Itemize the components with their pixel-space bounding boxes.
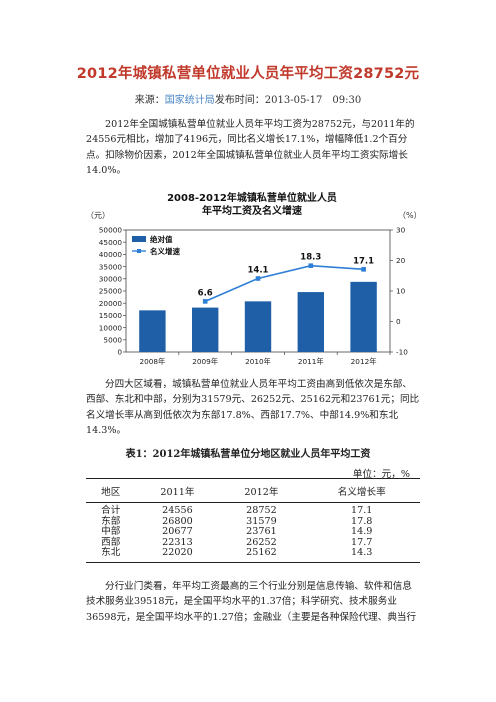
table-row: 西部 22313 26252 17.7 (86, 536, 420, 549)
x-tick-label: 2008年 (139, 357, 165, 366)
y-right-tick-label: 30 (396, 226, 406, 235)
table-cell: 17.8 (351, 515, 373, 527)
table-cell: 西部 (101, 536, 121, 548)
regional-wage-table: 地区 2011年 2012年 名义增长率 合计 24556 28752 17.1… (86, 478, 420, 563)
table-cell: 26252 (246, 536, 277, 548)
growth-data-label: 6.6 (198, 288, 213, 298)
table-cell: 31579 (246, 515, 277, 527)
bar-2012年 (350, 281, 377, 352)
table-row: 东北 22020 25162 14.3 (86, 548, 420, 563)
table-cell: 14.9 (351, 526, 373, 538)
y-left-tick-label: 50000 (99, 226, 123, 235)
table-cell: 22313 (162, 536, 193, 548)
table-cell: 22020 (135, 548, 220, 563)
y-left-tick-label: 30000 (99, 275, 123, 284)
x-tick-label: 2011年 (298, 357, 324, 366)
y-right-tick-label: -10 (396, 348, 408, 357)
table-cell: 东部 (101, 515, 121, 527)
bar-2009年 (192, 307, 219, 352)
table-title: 表1：2012年城镇私营单位分地区就业人员年平均工资 (125, 449, 371, 460)
table-cell: 26800 (162, 515, 193, 527)
y-left-tick-label: 5000 (103, 336, 122, 345)
source-line: 来源：国家统计局发布时间：2013-05-17 09:30 (0, 91, 496, 106)
y-left-unit-label: （元） (86, 211, 110, 220)
table-cell: 东北 (86, 548, 136, 563)
paragraph-industries: 分行业门类看，年平均工资最高的三个行业分别是信息传输、软件和信息技术服务业395… (86, 581, 417, 623)
y-right-unit-label: （%） (398, 211, 422, 220)
x-tick-label: 2012年 (351, 357, 377, 366)
y-right-tick-label: 10 (396, 287, 406, 296)
chart-title-line: 年平均工资及名义增速 (202, 204, 302, 217)
publish-time-label: 发布时间： (214, 95, 265, 106)
table-cell: 23761 (246, 526, 277, 538)
growth-line (204, 264, 364, 303)
y-left-tick-label: 40000 (99, 250, 123, 259)
table-row: 东部 26800 31579 17.8 (86, 515, 420, 528)
page-title: 2012年城镇私营单位就业人员年平均工资28752元 (76, 66, 420, 82)
table-row: 中部 20677 23761 14.9 (86, 527, 420, 538)
x-tick-label: 2010年 (245, 357, 271, 366)
table-header: 2012年 (219, 478, 304, 503)
table-unit: 单位：元，% (352, 469, 410, 480)
table-cell: 20677 (162, 526, 193, 538)
legend-label-bar: 绝对值 (150, 234, 173, 244)
table-cell: 中部 (101, 526, 121, 538)
y-left-tick-label: 15000 (99, 311, 123, 320)
bar-2010年 (244, 301, 272, 352)
y-left-tick-label: 45000 (99, 238, 123, 247)
y-left-tick-label: 25000 (99, 287, 123, 296)
table-cell: 14.3 (303, 548, 420, 563)
growth-data-label: 18.3 (300, 253, 321, 263)
y-right-tick-label: 20 (396, 256, 406, 265)
table-cell: 合计 (101, 505, 121, 516)
y-left-tick-label: 35000 (99, 262, 123, 271)
legend-swatch-bar (132, 236, 146, 242)
table-header: 名义增长率 (303, 478, 420, 503)
growth-point (202, 299, 208, 304)
table-header-row: 地区 2011年 2012年 名义增长率 (86, 478, 420, 503)
y-left-tick-label: 10000 (99, 323, 123, 332)
table-cell: 17.7 (351, 536, 373, 548)
paragraph-summary: 2012年全国城镇私营单位就业人员年平均工资为28752元，与2011年的245… (86, 119, 415, 176)
table-cell: 28752 (246, 505, 277, 516)
bar-2008年 (139, 310, 166, 352)
source-prefix: 来源： (134, 95, 165, 106)
growth-data-label: 14.1 (248, 265, 269, 275)
source-link[interactable]: 国家统计局 (164, 95, 215, 106)
growth-data-label: 17.1 (353, 256, 374, 266)
x-tick-label: 2009年 (192, 357, 218, 366)
table-header: 2011年 (135, 478, 220, 503)
table-cell: 17.1 (351, 505, 373, 516)
y-left-tick-label: 0 (117, 348, 122, 357)
table-cell: 25162 (219, 548, 304, 563)
growth-point (308, 263, 314, 268)
bar-2011年 (297, 292, 324, 352)
growth-point (255, 276, 261, 281)
y-left-tick-label: 20000 (99, 299, 123, 308)
paragraph-regions: 分四大区域看，城镇私营单位就业人员年平均工资由高到低依次是东部、西部、东北和中部… (86, 379, 420, 436)
publish-datetime: 2013-05-17 09:30 (264, 95, 362, 106)
table-header: 地区 (86, 478, 136, 503)
y-right-tick-label: 0 (396, 317, 401, 326)
table-cell: 24556 (162, 505, 193, 516)
chart-title-line: 2008-2012年城镇私营单位就业人员 (167, 191, 337, 204)
table-row: 合计 24556 28752 17.1 (86, 503, 420, 517)
legend-swatch-marker (137, 249, 141, 253)
legend-label-line: 名义增速 (150, 246, 180, 256)
growth-point (361, 267, 366, 272)
